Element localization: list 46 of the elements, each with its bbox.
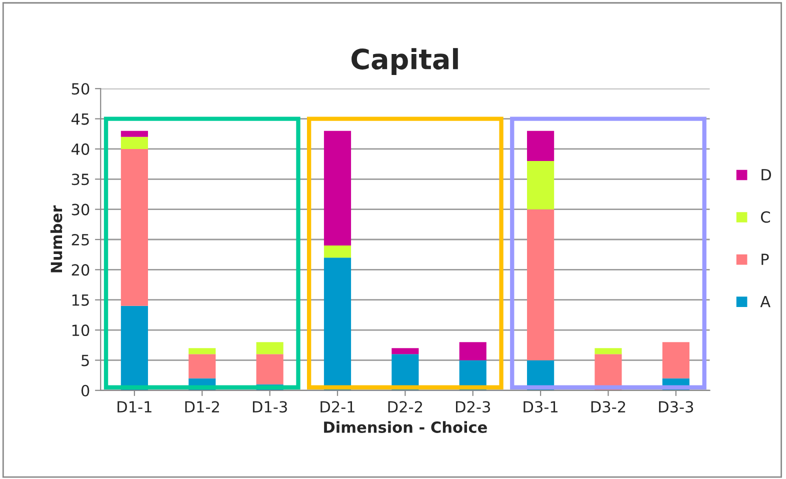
bar — [120, 130, 148, 137]
bar — [594, 354, 622, 390]
bar — [188, 348, 216, 354]
x-tick-label: D1-1 — [118, 401, 152, 412]
bar — [120, 148, 148, 306]
bar — [256, 354, 284, 384]
y-tick-label: 45 — [72, 113, 89, 125]
bar — [392, 348, 419, 354]
bar — [324, 258, 352, 390]
x-tick-label: D2-2 — [388, 401, 422, 412]
y-tick-label: 25 — [72, 234, 89, 246]
bar — [188, 354, 216, 378]
legend-label: P — [762, 254, 769, 265]
y-tick-label: 15 — [72, 294, 89, 306]
bar — [459, 342, 486, 360]
legend-label: D — [762, 169, 771, 180]
x-tick-label: D3-2 — [591, 401, 626, 413]
x-tick-label: D2-3 — [456, 401, 490, 413]
x-axis-title: Dimension - Choice — [324, 421, 487, 433]
y-tick-label: 30 — [72, 204, 90, 216]
bar — [594, 348, 622, 354]
x-tick-label: D3-3 — [659, 401, 694, 413]
bar — [324, 246, 352, 258]
legend-label: C — [760, 211, 770, 223]
bar — [120, 306, 148, 390]
bar — [120, 136, 148, 149]
y-tick-label: 0 — [81, 384, 90, 396]
chart-title: Capital — [352, 48, 458, 75]
x-tick-label: D3-1 — [524, 401, 558, 413]
bar — [324, 130, 352, 246]
bar — [527, 161, 554, 210]
x-tick-label: D2-1 — [320, 401, 354, 412]
bar — [527, 130, 554, 162]
legend-label: A — [760, 296, 770, 308]
y-tick-label: 20 — [72, 264, 90, 276]
x-tick-label: D1-3 — [252, 401, 287, 413]
y-tick-label: 5 — [82, 354, 89, 366]
x-tick-label: D1-2 — [185, 401, 219, 412]
bar — [527, 209, 554, 360]
y-axis-title: Number — [50, 205, 62, 272]
y-tick-label: 35 — [72, 174, 89, 186]
y-tick-label: 40 — [72, 143, 90, 155]
bar — [662, 342, 690, 378]
bar — [256, 342, 284, 354]
y-tick-label: 10 — [72, 324, 90, 336]
y-tick-label: 50 — [72, 83, 90, 95]
